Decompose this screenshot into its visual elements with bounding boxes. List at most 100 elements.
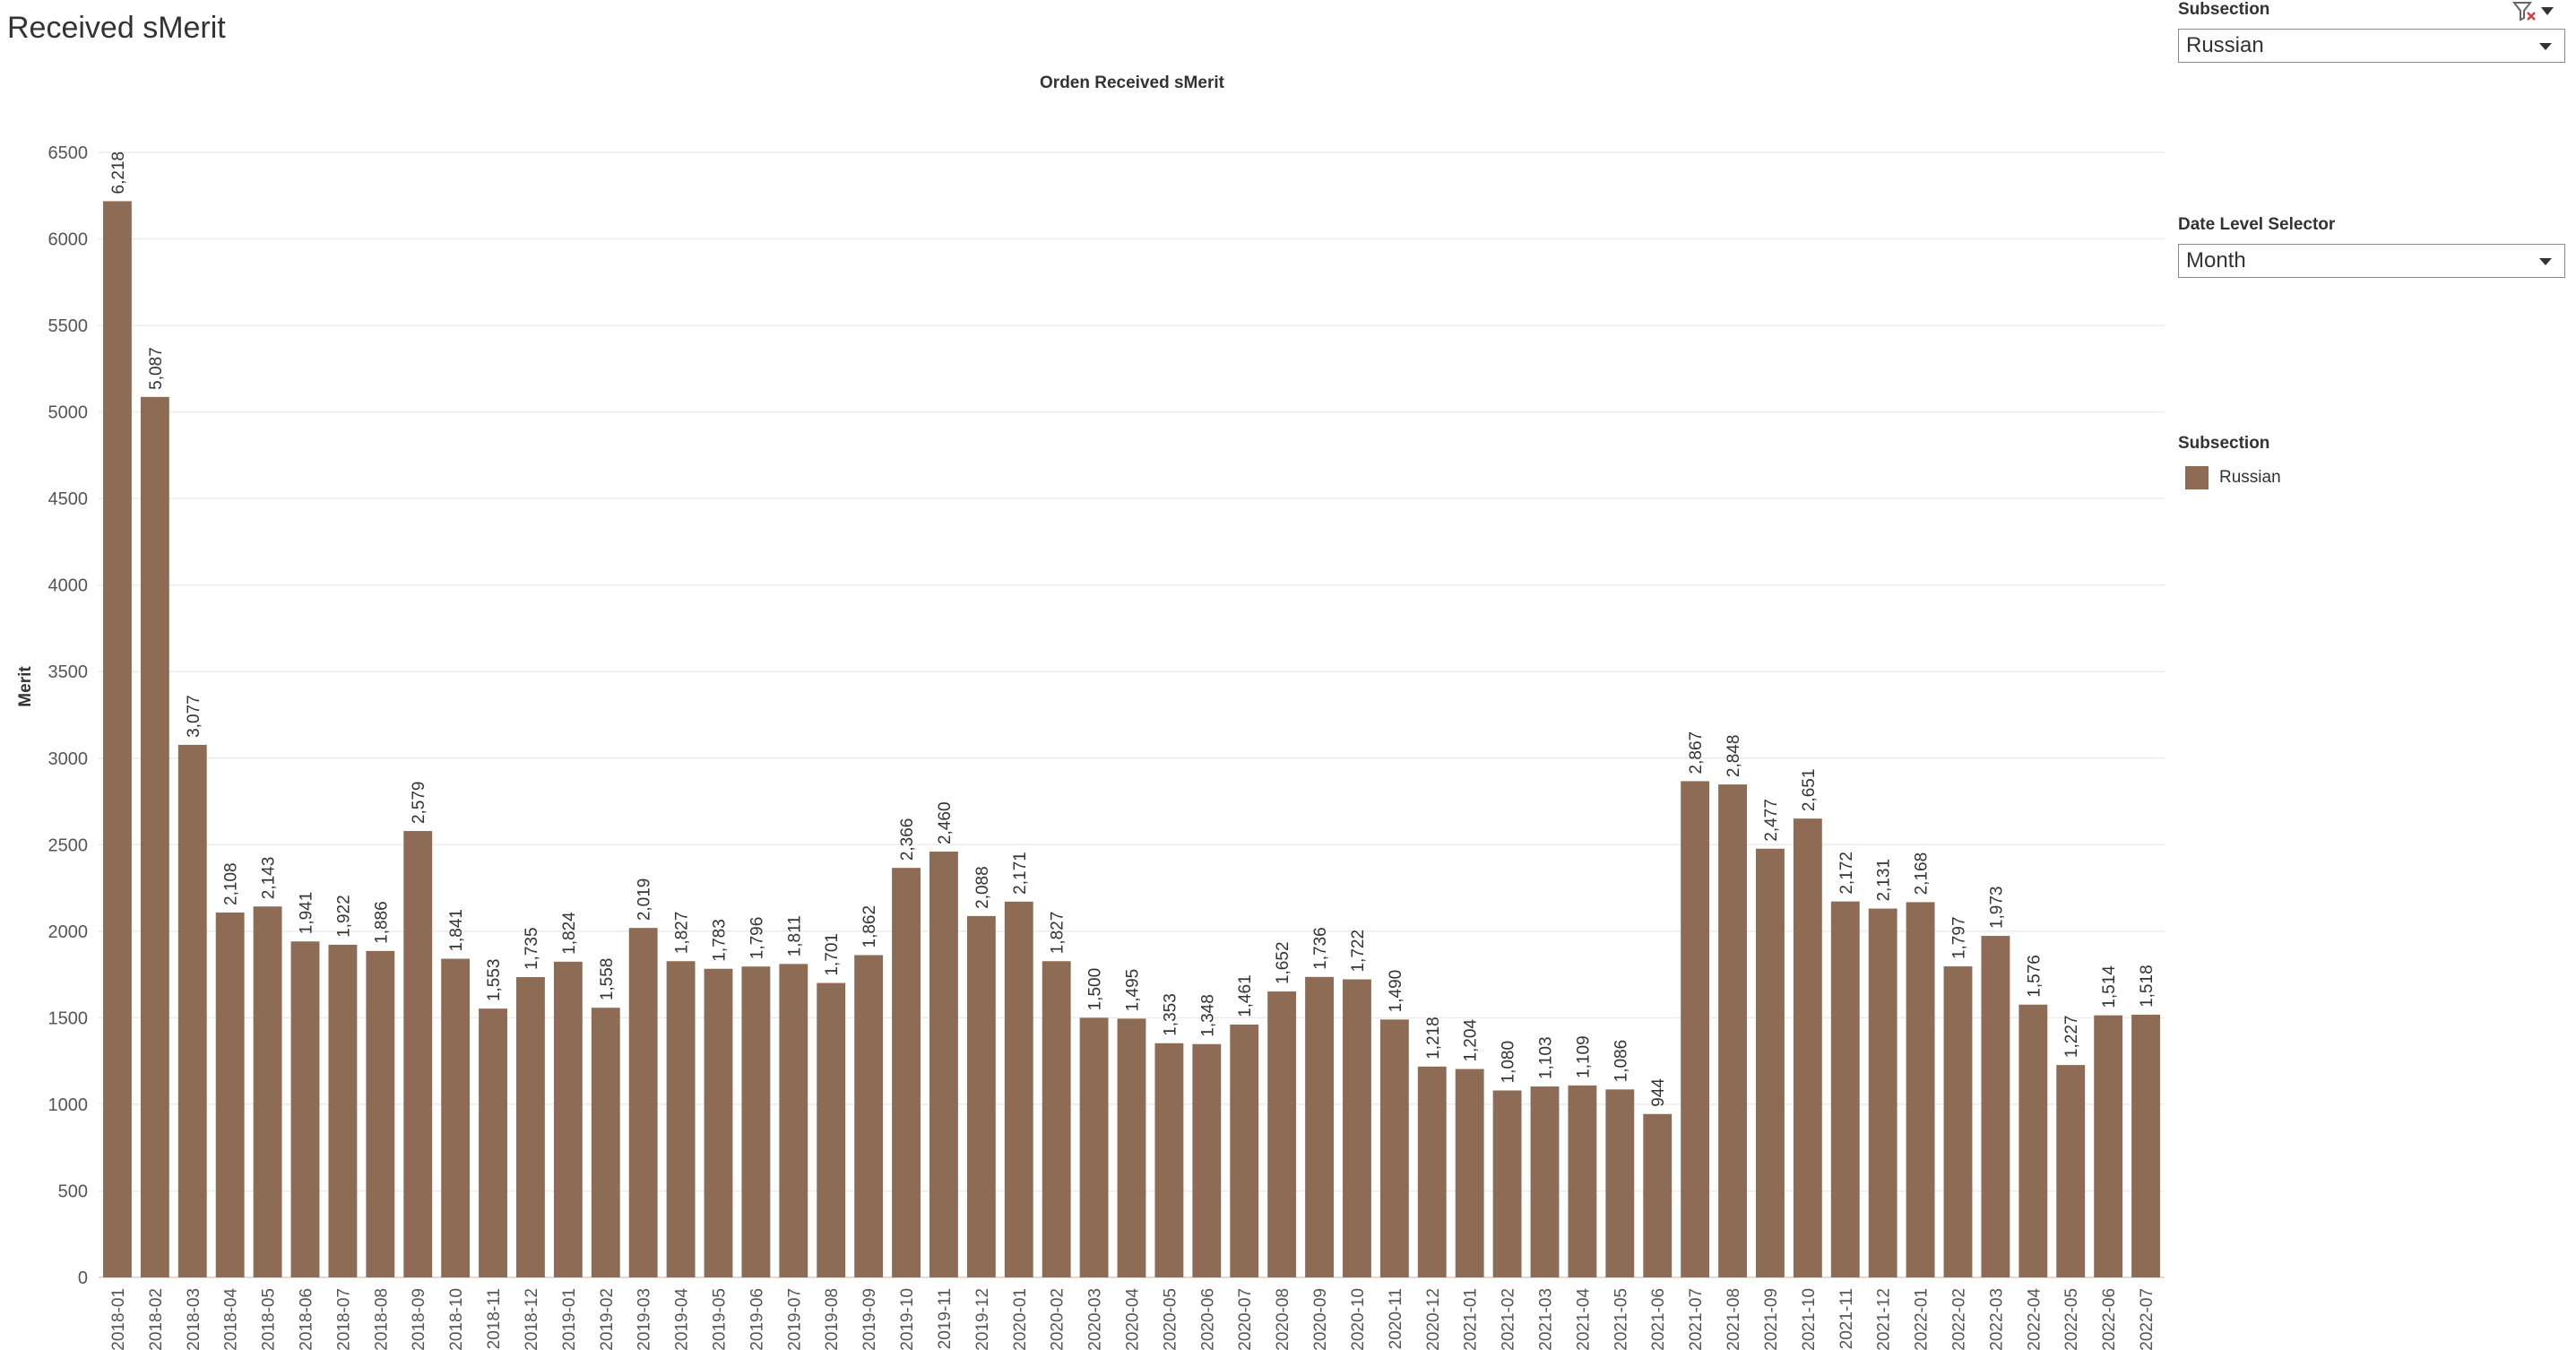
y-tick-label: 1000	[48, 1095, 89, 1115]
bar	[1906, 902, 1935, 1277]
data-label: 2,143	[260, 857, 279, 900]
bar	[1492, 1090, 1522, 1277]
bar	[854, 955, 884, 1277]
x-tick-label: 2022-06	[2100, 1288, 2119, 1350]
bar	[479, 1008, 507, 1277]
data-label: 2,579	[410, 782, 428, 825]
bar	[2094, 1015, 2123, 1277]
x-tick-label: 2019-05	[711, 1288, 730, 1350]
x-tick-label: 2022-05	[2062, 1288, 2081, 1350]
clear-filter-icon[interactable]	[2511, 0, 2538, 23]
data-label: 1,495	[1124, 969, 1143, 1012]
data-label: 1,103	[1537, 1036, 1556, 1079]
y-tick-label: 3500	[48, 662, 89, 682]
data-label: 1,824	[560, 912, 579, 955]
bar	[2131, 1014, 2160, 1277]
x-tick-label: 2021-11	[1837, 1288, 1856, 1349]
bar	[591, 1008, 620, 1277]
y-tick-label: 0	[78, 1268, 88, 1288]
x-tick-label: 2021-08	[1725, 1288, 1743, 1350]
x-tick-label: 2022-01	[1913, 1288, 1932, 1350]
x-tick-label: 2021-01	[1462, 1288, 1481, 1350]
data-label: 1,811	[785, 915, 804, 956]
subsection-filter: Subsection Russian	[2178, 0, 2565, 63]
x-tick-label: 2019-09	[860, 1288, 879, 1350]
data-label: 2,172	[1837, 852, 1856, 895]
bar	[1830, 901, 1860, 1277]
date-level-dropdown[interactable]: Month	[2178, 244, 2565, 278]
data-label: 1,941	[298, 892, 316, 935]
data-label: 1,558	[598, 958, 617, 1001]
menu-dropdown-icon[interactable]	[2538, 0, 2556, 23]
x-tick-label: 2018-02	[147, 1288, 166, 1350]
date-level-filter-label: Date Level Selector	[2178, 215, 2336, 234]
data-label: 2,848	[1725, 735, 1743, 778]
bar	[1042, 961, 1071, 1277]
x-tick-label: 2022-02	[1950, 1288, 1969, 1350]
x-tick-label: 2021-04	[1574, 1288, 1593, 1350]
data-label: 1,348	[1198, 994, 1217, 1037]
data-label: 1,797	[1950, 916, 1969, 959]
y-axis-label: Merit	[16, 666, 35, 707]
subsection-filter-label: Subsection	[2178, 0, 2270, 19]
data-label: 1,827	[673, 912, 692, 955]
x-tick-label: 2021-05	[1612, 1288, 1630, 1350]
bar	[1004, 901, 1033, 1277]
data-label: 2,168	[1913, 852, 1932, 896]
bar	[1455, 1069, 1484, 1277]
x-tick-label: 2020-06	[1198, 1288, 1217, 1350]
bar	[628, 928, 658, 1277]
data-label: 1,080	[1500, 1041, 1518, 1084]
data-label: 2,019	[635, 878, 654, 922]
bar-chart: Orden Received sMerit Merit 0 500 1000 1500…	[16, 74, 2165, 1350]
bar	[1568, 1085, 1597, 1277]
x-tick-label: 2019-07	[785, 1288, 804, 1350]
legend-item-russian[interactable]: Russian	[2178, 466, 2565, 489]
x-tick-label: 2019-12	[973, 1288, 992, 1350]
date-level-filter: Date Level Selector Month	[2178, 215, 2565, 278]
bar	[1192, 1043, 1222, 1277]
data-labels: 6,218 5,087 3,077 2,108 2,143 1,941 1,922 1,886…	[109, 151, 2157, 1107]
page-title: Received sMerit	[7, 11, 226, 45]
bar	[1681, 781, 1710, 1277]
data-label: 1,736	[1311, 927, 1330, 970]
data-label: 1,204	[1462, 1019, 1481, 1062]
x-tick-label: 2021-09	[1762, 1288, 1781, 1350]
bar	[817, 982, 846, 1277]
data-label: 1,783	[711, 919, 730, 962]
data-label: 1,109	[1574, 1035, 1593, 1078]
data-label: 1,722	[1349, 930, 1368, 973]
bar	[516, 977, 545, 1277]
x-tick-label: 2019-03	[635, 1288, 654, 1350]
x-tick-label: 2020-07	[1236, 1288, 1255, 1350]
x-tick-label: 2019-06	[748, 1288, 766, 1350]
data-label: 1,827	[1049, 912, 1068, 955]
x-axis-ticks: 2018-01 2018-02 2018-03 2018-04 2018-05 2018-…	[109, 1288, 2157, 1350]
subsection-dropdown[interactable]: Russian	[2178, 29, 2565, 63]
x-tick-label: 2022-04	[2025, 1288, 2044, 1350]
data-label: 1,841	[447, 909, 466, 952]
bar	[1154, 1043, 1184, 1277]
data-label: 1,652	[1274, 941, 1292, 984]
bars	[103, 201, 2160, 1277]
x-tick-label: 2021-03	[1537, 1288, 1556, 1350]
x-tick-label: 2019-08	[823, 1288, 842, 1350]
x-tick-label: 2019-02	[598, 1288, 617, 1350]
x-tick-label: 2022-03	[1987, 1288, 2006, 1350]
bar	[553, 961, 583, 1277]
gridlines	[99, 151, 2165, 1278]
data-label: 1,701	[823, 933, 842, 976]
data-label: 1,553	[485, 959, 504, 1002]
bar	[704, 968, 733, 1277]
x-tick-label: 2020-03	[1086, 1288, 1105, 1350]
x-tick-label: 2018-09	[410, 1288, 428, 1350]
chevron-down-icon	[2539, 43, 2552, 50]
bar	[966, 915, 996, 1277]
bar	[1756, 848, 1785, 1277]
data-label: 1,862	[860, 905, 879, 948]
x-tick-label: 2020-04	[1124, 1288, 1143, 1350]
data-label: 2,131	[1875, 859, 1894, 902]
bar	[1417, 1066, 1447, 1277]
data-label: 944	[1649, 1078, 1668, 1107]
bar	[666, 961, 696, 1277]
